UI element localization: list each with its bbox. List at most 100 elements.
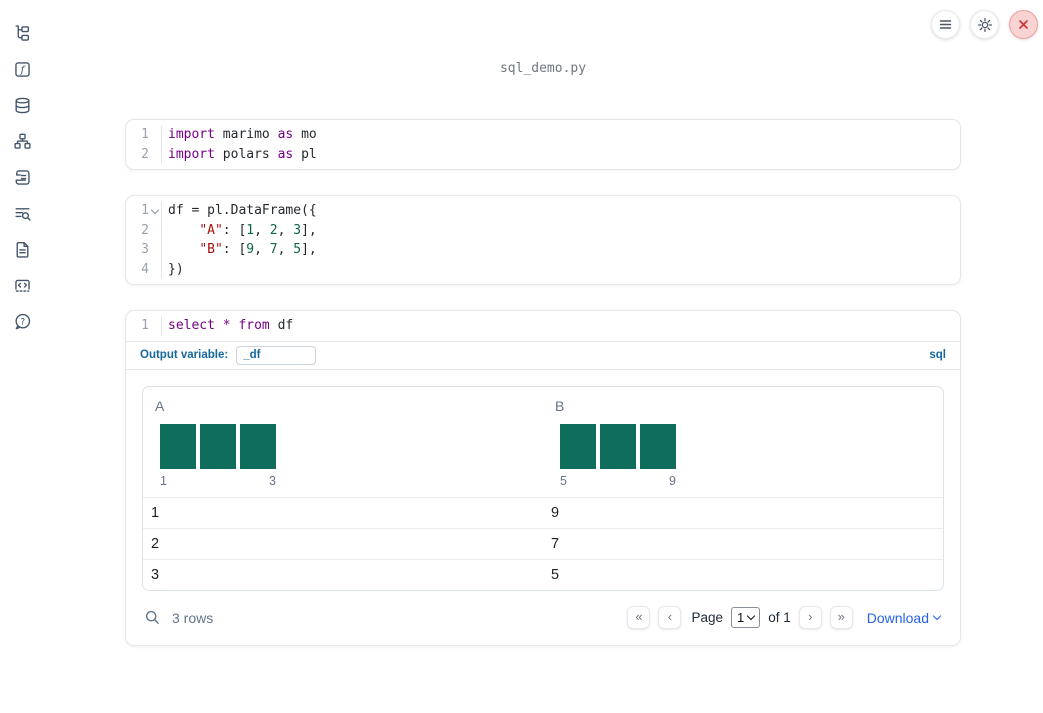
- settings-button[interactable]: [970, 10, 999, 39]
- data-table: A 1 3 B 5 9: [142, 385, 944, 591]
- code-text: import polars as pl: [168, 146, 317, 162]
- file-tree-icon: [14, 24, 29, 41]
- page-total-label: of 1: [768, 610, 791, 625]
- histogram-bar[interactable]: [560, 423, 596, 469]
- sidebar-item-file-explorer[interactable]: [8, 19, 36, 47]
- help-bubble-icon: ?: [14, 313, 30, 329]
- next-page-button[interactable]: ›: [798, 606, 822, 629]
- sidebar-item-documentation[interactable]: [8, 235, 36, 263]
- page-select[interactable]: 1: [730, 607, 761, 628]
- histogram-bar[interactable]: [160, 423, 196, 469]
- code-cell-dataframe: 1 df = pl.DataFrame({2 "A": [1, 2, 3], 3 "…: [125, 195, 961, 285]
- sidebar-item-scratchpad[interactable]: [8, 163, 36, 191]
- code-box-icon: [14, 279, 30, 292]
- sql-editor[interactable]: 1 select * from df: [126, 311, 960, 341]
- histogram-bar[interactable]: [200, 423, 236, 469]
- table-cell: 5: [551, 566, 560, 583]
- hamburger-icon: [939, 20, 952, 29]
- table-footer: 3 rows « ‹ Page 1 of 1 › » Download: [142, 601, 944, 635]
- sidebar: f: [0, 0, 44, 713]
- code-text: "A": [1, 2, 3],: [199, 222, 317, 238]
- list-search-icon: [14, 207, 31, 221]
- code-line: 1 df = pl.DataFrame({: [126, 201, 960, 221]
- fold-spacer: [149, 320, 161, 332]
- notebook-actions: [931, 10, 1038, 39]
- line-number: 4: [126, 259, 162, 279]
- histogram-max-label: 3: [269, 473, 276, 488]
- sidebar-item-functions[interactable]: f: [8, 55, 36, 83]
- sidebar-item-snippets[interactable]: [8, 271, 36, 299]
- histogram-bar[interactable]: [640, 423, 676, 469]
- notebook: sql_demo.py 1 import marimo as mo 2 import …: [125, 0, 961, 646]
- first-page-icon: «: [635, 609, 643, 624]
- table-cell: 2: [151, 535, 160, 552]
- histogram-bar[interactable]: [240, 423, 276, 469]
- code-text: df = pl.DataFrame({: [168, 203, 317, 218]
- scroll-icon: [15, 169, 30, 185]
- histogram-bar[interactable]: [600, 423, 636, 469]
- notebook-filename[interactable]: sql_demo.py: [499, 61, 587, 76]
- line-number: 1: [126, 201, 162, 221]
- sidebar-item-help[interactable]: ?: [8, 307, 36, 335]
- code-line: 2 "A": [1, 2, 3],: [126, 220, 960, 240]
- shutdown-button[interactable]: [1009, 10, 1038, 39]
- code-editor[interactable]: 1 import marimo as mo 2 import polars as pl: [126, 120, 960, 169]
- fold-spacer: [149, 129, 161, 141]
- table-header: A 1 3 B 5 9: [143, 387, 943, 497]
- code-line: 3 "B": [9, 7, 5],: [126, 240, 960, 260]
- column-name[interactable]: B: [555, 397, 565, 414]
- fold-spacer: [149, 263, 161, 275]
- table-output-panel: A 1 3 B 5 9: [126, 368, 960, 645]
- output-variable-input[interactable]: [236, 345, 317, 365]
- fold-spacer: [149, 244, 161, 256]
- chevron-down-icon: [747, 613, 756, 622]
- column-header-a[interactable]: A 1 3: [143, 387, 543, 497]
- sidebar-item-logs[interactable]: [8, 199, 36, 227]
- output-variable-label: Output variable:: [140, 349, 229, 361]
- histogram-range-labels: 5 9: [560, 474, 676, 488]
- code-cell-imports: 1 import marimo as mo 2 import polars as pl: [125, 119, 961, 170]
- column-header-b[interactable]: B 5 9: [543, 387, 943, 497]
- code-line: 1 select * from df: [126, 316, 960, 336]
- function-square-icon: f: [14, 61, 30, 77]
- database-icon: [14, 97, 30, 113]
- last-page-button[interactable]: »: [829, 606, 853, 629]
- histogram-range-labels: 1 3: [160, 474, 276, 488]
- code-text: select * from df: [168, 318, 294, 333]
- svg-text:f: f: [19, 64, 26, 75]
- sidebar-item-data-sources[interactable]: [8, 91, 36, 119]
- histogram-max-label: 9: [669, 473, 676, 488]
- fold-chevron-icon[interactable]: [149, 205, 161, 217]
- table-cell: 7: [551, 535, 560, 552]
- gear-icon: [977, 17, 992, 32]
- line-number: 3: [126, 240, 162, 260]
- download-button[interactable]: Download: [867, 610, 942, 626]
- column-name[interactable]: A: [155, 397, 165, 414]
- page-select-value: 1: [736, 610, 745, 625]
- histogram-min-label: 1: [160, 473, 167, 488]
- close-x-icon: [1019, 20, 1028, 29]
- menu-button[interactable]: [931, 10, 960, 39]
- column-histogram: [560, 423, 676, 469]
- histogram-min-label: 5: [560, 473, 567, 488]
- line-number: 2: [126, 220, 162, 240]
- first-page-button[interactable]: «: [627, 606, 651, 629]
- sidebar-item-dependencies[interactable]: [8, 127, 36, 155]
- previous-page-button[interactable]: ‹: [658, 606, 682, 629]
- fold-spacer: [149, 224, 161, 236]
- sql-cell-toolbar: Output variable: sql: [126, 340, 960, 369]
- code-editor[interactable]: 1 df = pl.DataFrame({2 "A": [1, 2, 3], 3 "…: [126, 196, 960, 284]
- code-line: 1 import marimo as mo: [126, 125, 960, 145]
- table-cell: 9: [551, 504, 560, 521]
- code-line: 2 import polars as pl: [126, 144, 960, 164]
- row-count: 3 rows: [172, 609, 214, 626]
- search-icon: [145, 610, 159, 624]
- search-button[interactable]: [144, 609, 161, 626]
- sql-cell: 1 select * from df Output variable: sql A…: [125, 310, 961, 646]
- sql-language-badge[interactable]: sql: [929, 349, 946, 361]
- code-line: 4}): [126, 259, 960, 279]
